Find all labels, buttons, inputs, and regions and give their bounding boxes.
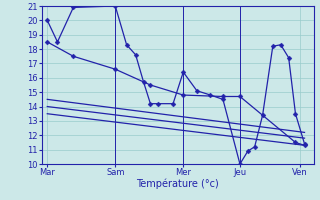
X-axis label: Température (°c): Température (°c) xyxy=(136,179,219,189)
